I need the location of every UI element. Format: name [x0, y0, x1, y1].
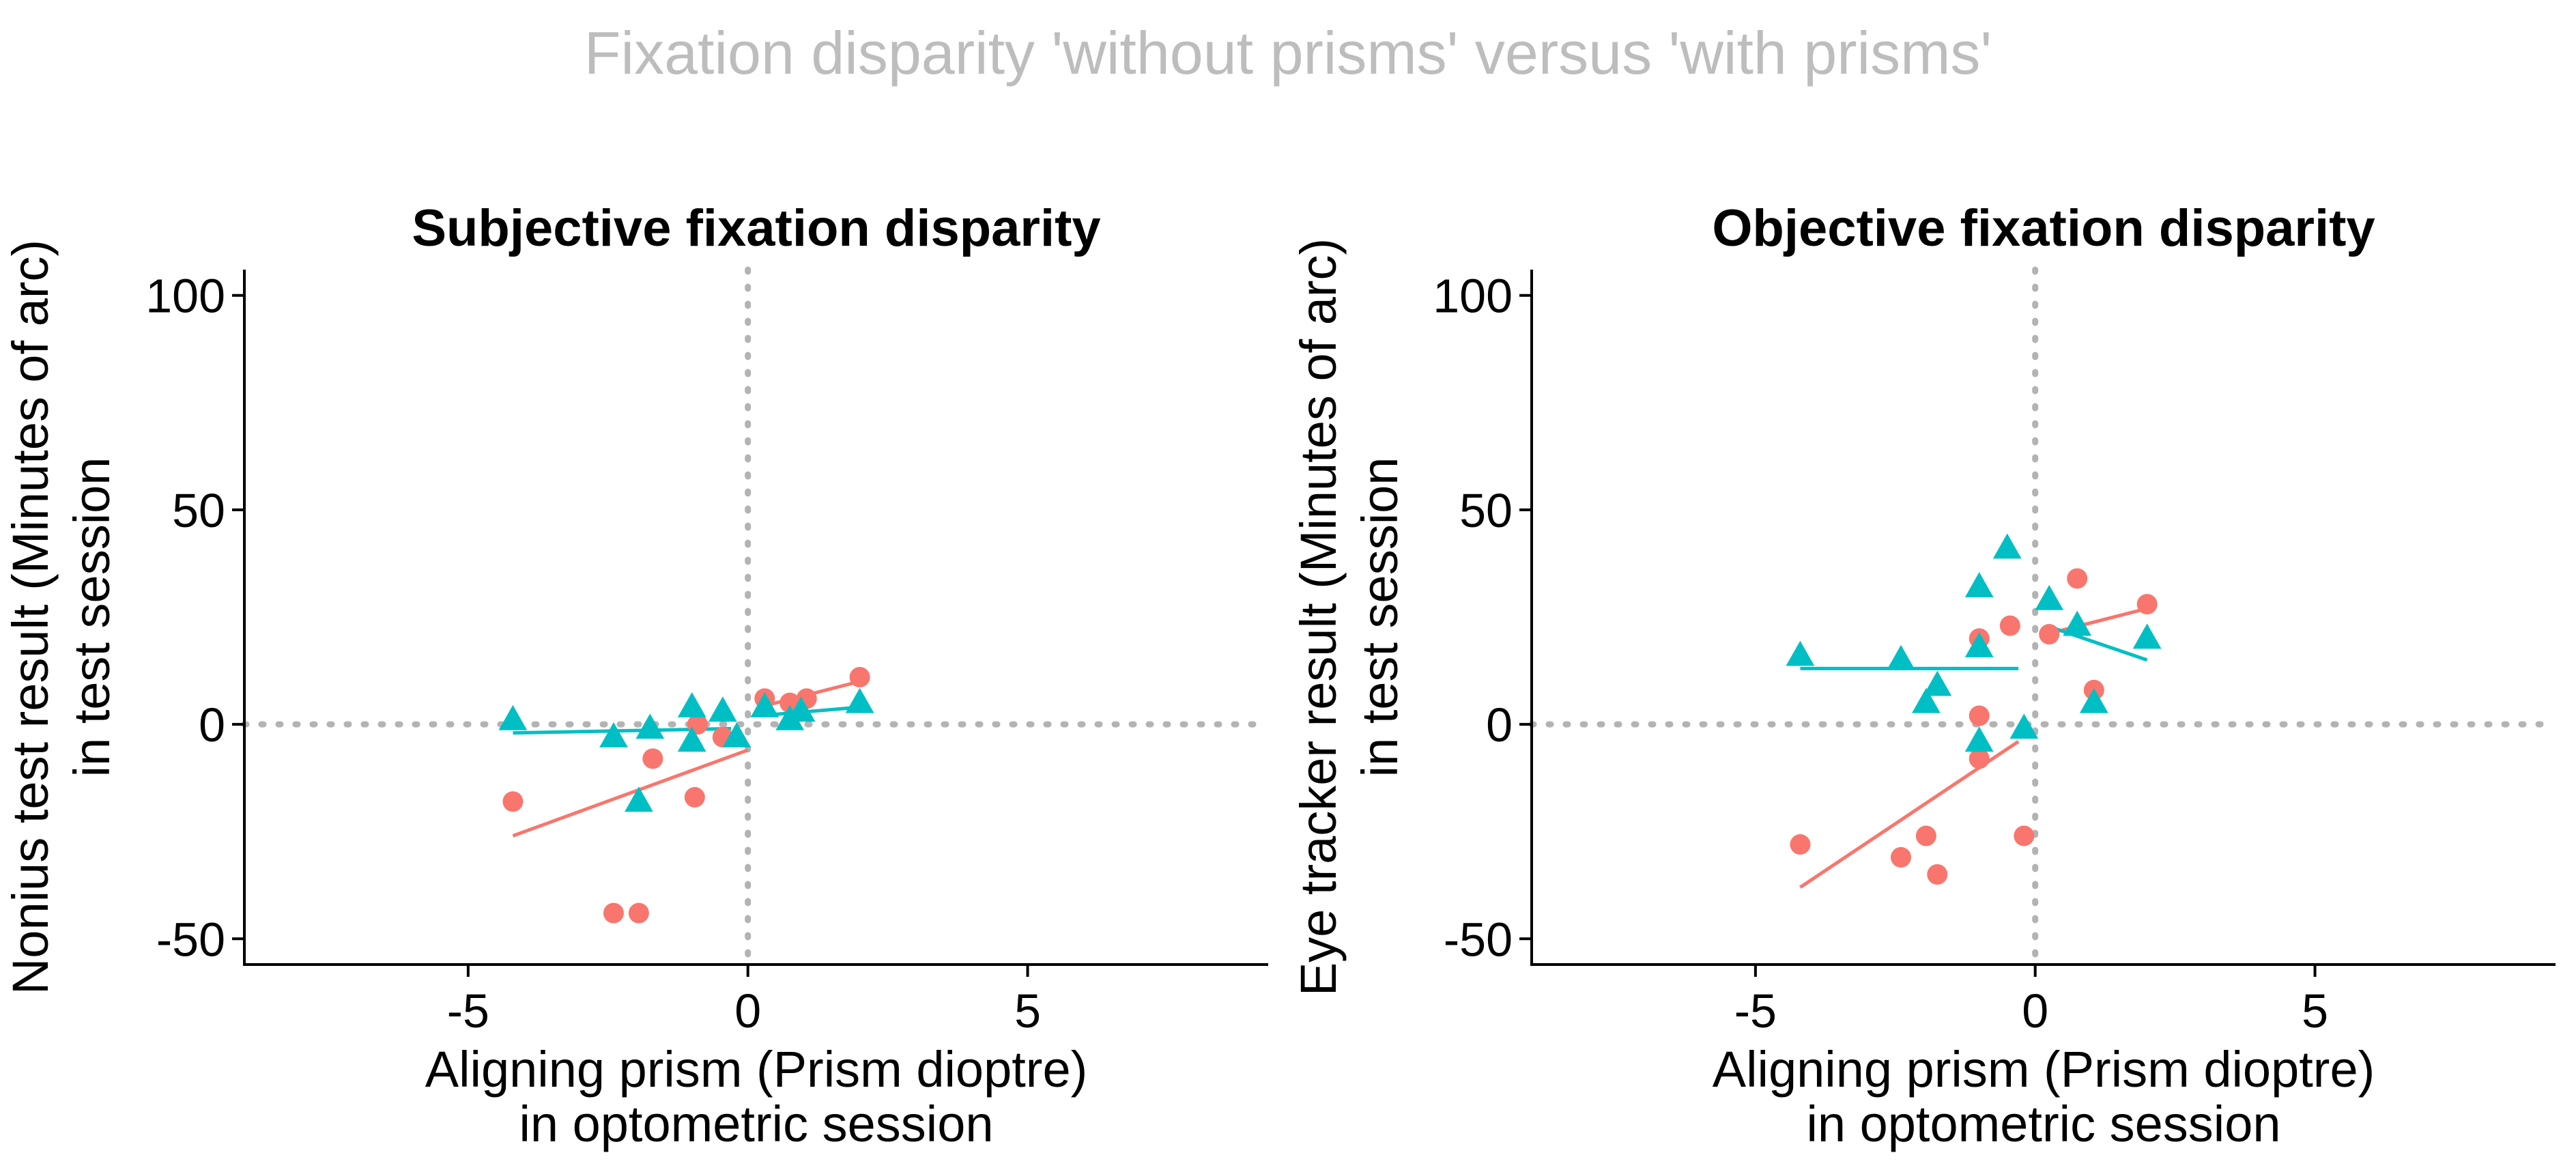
- right-point-circle: [1890, 846, 1911, 868]
- right-y-axis-label: Eye tracker result (Minutes of arc): [1290, 238, 1347, 996]
- right-point-circle: [1999, 615, 2020, 636]
- left-x-tick-label: 0: [734, 984, 761, 1038]
- right-panel-title: Objective fixation disparity: [1712, 199, 2375, 257]
- left-point-circle: [684, 786, 705, 808]
- right-y-tick-label: 100: [1433, 270, 1513, 323]
- right-point-triangle: [1923, 670, 1952, 696]
- right-y-tick-label: 0: [1486, 698, 1513, 752]
- right-x-axis-label: in optometric session: [1806, 1096, 2280, 1152]
- right-y-axis-label: in test session: [1351, 457, 1408, 777]
- left-x-axis-label: Aligning prism (Prism dioptre): [425, 1041, 1088, 1098]
- left-x-tick-label: 5: [1014, 984, 1041, 1038]
- left-point-circle: [502, 791, 524, 812]
- right-point-triangle: [2009, 713, 2039, 739]
- right-x-tick-label: -5: [1734, 984, 1777, 1038]
- figure-suptitle: Fixation disparity 'without prisms' vers…: [584, 19, 1992, 87]
- right-point-triangle: [1887, 644, 1915, 670]
- right-point-triangle: [2079, 687, 2108, 713]
- right-point-triangle: [1786, 640, 1815, 666]
- right-panel: Objective fixation disparity-5 0 5-5005010…: [1290, 199, 2559, 1152]
- right-fit-line: [2046, 624, 2148, 662]
- left-point-triangle: [722, 722, 752, 747]
- left-point-triangle: [625, 786, 653, 812]
- right-point-triangle: [1964, 572, 1994, 597]
- right-point-circle: [2039, 624, 2060, 645]
- right-point-triangle: [2132, 623, 2162, 649]
- left-y-axis-label: in test session: [63, 457, 120, 777]
- left-point-triangle: [599, 722, 628, 747]
- left-point-circle: [628, 902, 649, 924]
- left-point-triangle: [498, 704, 528, 730]
- left-y-tick-label: 0: [199, 698, 225, 752]
- left-x-tick-label: -5: [447, 984, 489, 1038]
- left-x-axis-label: in optometric session: [519, 1096, 993, 1152]
- left-point-triangle: [677, 726, 706, 752]
- left-point-triangle: [750, 692, 779, 717]
- right-point-triangle: [1912, 687, 1941, 713]
- left-point-triangle: [635, 713, 665, 739]
- right-point-triangle: [1992, 533, 2022, 559]
- right-point-circle: [1969, 705, 1990, 726]
- left-panel-title: Subjective fixation disparity: [412, 199, 1100, 257]
- right-point-triangle: [1964, 726, 1994, 752]
- right-point-circle: [1927, 864, 1948, 885]
- left-y-tick-label: 100: [145, 270, 225, 323]
- right-point-circle: [1790, 834, 1811, 855]
- left-point-circle: [642, 748, 663, 769]
- right-x-axis-label: Aligning prism (Prism dioptre): [1713, 1041, 2375, 1098]
- right-point-triangle: [2035, 584, 2064, 610]
- left-fit-line: [512, 748, 749, 838]
- right-point-triangle: [2063, 610, 2092, 636]
- left-point-circle: [849, 666, 870, 687]
- right-point-circle: [2136, 594, 2158, 615]
- right-point-circle: [1915, 825, 1936, 846]
- right-point-circle: [2067, 568, 2088, 589]
- left-point-triangle: [845, 687, 874, 713]
- left-y-tick-label: -50: [156, 913, 225, 966]
- right-point-circle: [1969, 748, 1990, 769]
- right-point-circle: [2014, 825, 2035, 846]
- right-y-tick-label: -50: [1444, 913, 1513, 966]
- right-x-tick-label: 0: [2022, 984, 2048, 1038]
- left-point-triangle: [677, 692, 706, 717]
- right-x-tick-label: 5: [2302, 984, 2328, 1038]
- left-y-axis-label: Nonius test result (Minutes of arc): [2, 240, 59, 995]
- left-y-tick-label: 50: [172, 484, 225, 537]
- chart-panels: Subjective fixation disparity-5 0 5-500501…: [2, 199, 2559, 1152]
- left-point-circle: [603, 902, 624, 924]
- left-panel: Subjective fixation disparity-5 0 5-500501…: [2, 199, 1272, 1152]
- left-point-triangle: [708, 696, 737, 722]
- left-point-triangle: [786, 696, 816, 722]
- right-point-triangle: [1964, 632, 1994, 657]
- right-y-tick-label: 50: [1459, 484, 1513, 537]
